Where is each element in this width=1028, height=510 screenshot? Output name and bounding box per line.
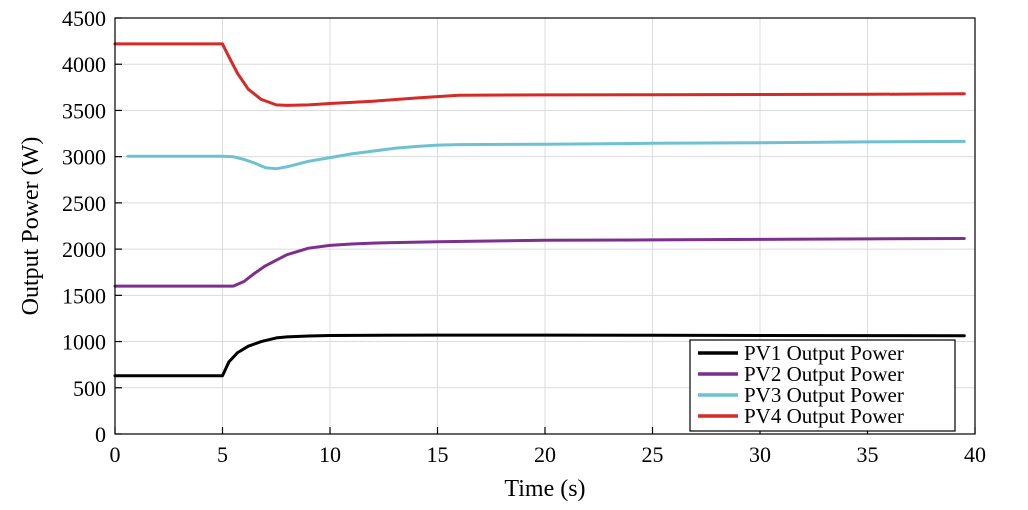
x-axis-label: Time (s): [504, 476, 585, 502]
legend-entry-pv4: PV4 Output Power: [698, 404, 904, 428]
legend-entry-pv3: PV3 Output Power: [698, 383, 904, 407]
series-line-pv4: [113, 42, 966, 107]
x-tick-label: 40: [964, 442, 986, 467]
y-tick-label: 4000: [62, 52, 106, 77]
y-tick-label: 3000: [62, 145, 106, 170]
y-tick-label: 1500: [62, 283, 106, 308]
legend-label-pv3: PV3 Output Power: [744, 383, 904, 407]
y-axis-label: Output Power (W): [18, 137, 44, 316]
y-tick-label: 2500: [62, 191, 106, 216]
legend-label-pv2: PV2 Output Power: [744, 362, 904, 386]
y-tick-label: 500: [73, 376, 106, 401]
series-line-pv1: [113, 333, 966, 378]
legend-entry-pv2: PV2 Output Power: [698, 362, 904, 386]
series-line-pv2: [113, 237, 966, 288]
legend-entry-pv1: PV1 Output Power: [698, 341, 904, 365]
y-tick-label: 0: [95, 422, 106, 447]
legend: PV1 Output Power PV2 Output Power PV3 Ou…: [689, 339, 956, 432]
y-tick-label: 3500: [62, 98, 106, 123]
axis-ticks: 0 5 10 15 20 25 30 35 40 0 500 1000 1500 2000 2500 3000…: [62, 6, 986, 467]
x-tick-label: 25: [642, 442, 664, 467]
x-tick-label: 15: [427, 442, 449, 467]
y-tick-label: 2000: [62, 237, 106, 262]
x-tick-label: 10: [319, 442, 341, 467]
x-tick-label: 0: [110, 442, 121, 467]
y-tick-label: 4500: [62, 6, 106, 31]
y-tick-label: 1000: [62, 330, 106, 355]
series-lines: [113, 42, 966, 378]
series-line-pv3: [126, 139, 966, 171]
x-tick-label: 20: [534, 442, 556, 467]
legend-label-pv1: PV1 Output Power: [744, 341, 904, 365]
x-tick-label: 5: [217, 442, 228, 467]
legend-label-pv4: PV4 Output Power: [744, 404, 904, 428]
x-tick-label: 30: [749, 442, 771, 467]
x-tick-label: 35: [857, 442, 879, 467]
